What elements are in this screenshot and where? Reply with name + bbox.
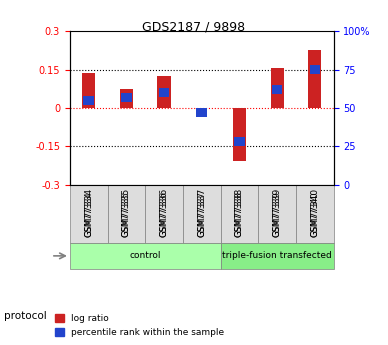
FancyBboxPatch shape xyxy=(107,185,145,243)
Text: GSM77335: GSM77335 xyxy=(122,188,131,237)
Text: GSM77337: GSM77337 xyxy=(197,191,206,237)
Text: control: control xyxy=(130,252,161,260)
Text: GDS2187 / 9898: GDS2187 / 9898 xyxy=(142,21,246,34)
Bar xyxy=(310,65,320,74)
Bar xyxy=(82,73,95,108)
Text: GSM77335: GSM77335 xyxy=(122,191,131,237)
Bar xyxy=(270,68,284,108)
Text: GSM77339: GSM77339 xyxy=(273,188,282,237)
Bar xyxy=(233,108,246,160)
FancyBboxPatch shape xyxy=(296,185,334,243)
Bar xyxy=(83,96,94,105)
Text: GSM77334: GSM77334 xyxy=(84,191,93,237)
Text: GSM77340: GSM77340 xyxy=(310,188,319,237)
Text: GSM77336: GSM77336 xyxy=(159,191,168,237)
FancyBboxPatch shape xyxy=(221,243,334,269)
Text: GSM77337: GSM77337 xyxy=(197,188,206,237)
FancyBboxPatch shape xyxy=(145,185,183,243)
Bar xyxy=(234,137,245,147)
Text: GSM77339: GSM77339 xyxy=(273,191,282,237)
Bar xyxy=(158,76,171,108)
Text: protocol: protocol xyxy=(4,311,47,321)
Bar xyxy=(120,89,133,108)
Bar xyxy=(196,108,207,117)
Legend: log ratio, percentile rank within the sample: log ratio, percentile rank within the sa… xyxy=(51,310,228,341)
FancyBboxPatch shape xyxy=(183,185,221,243)
Text: GSM77334: GSM77334 xyxy=(84,188,93,237)
Bar xyxy=(308,50,321,108)
FancyBboxPatch shape xyxy=(221,185,258,243)
Bar xyxy=(159,88,169,97)
Bar xyxy=(121,92,132,102)
FancyBboxPatch shape xyxy=(70,243,221,269)
FancyBboxPatch shape xyxy=(70,185,107,243)
Text: GSM77340: GSM77340 xyxy=(310,191,319,237)
Text: triple-fusion transfected: triple-fusion transfected xyxy=(222,252,332,260)
Text: GSM77336: GSM77336 xyxy=(159,188,168,237)
Bar xyxy=(272,85,282,94)
Text: GSM77338: GSM77338 xyxy=(235,188,244,237)
Text: GSM77338: GSM77338 xyxy=(235,191,244,237)
FancyBboxPatch shape xyxy=(258,185,296,243)
